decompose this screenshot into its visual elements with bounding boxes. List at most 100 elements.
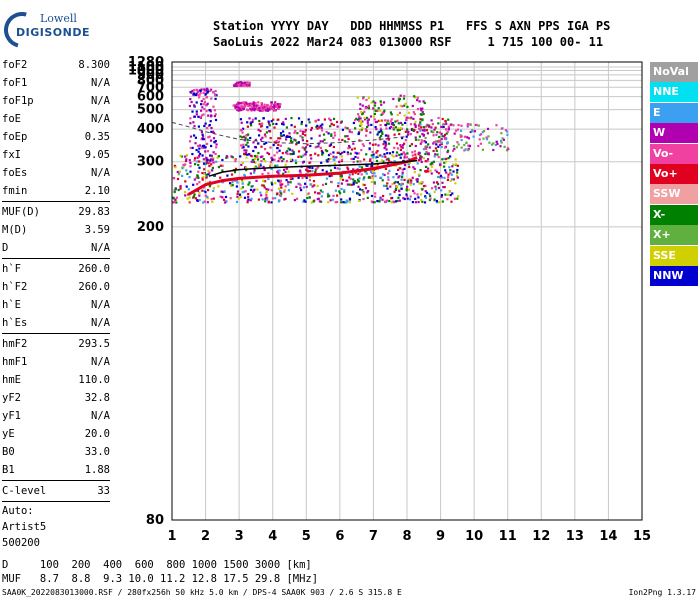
echo-point bbox=[204, 146, 207, 149]
echo-point bbox=[198, 198, 201, 202]
echo-point bbox=[245, 83, 248, 86]
echo-point bbox=[199, 89, 202, 92]
echo-point bbox=[399, 104, 402, 107]
echo-point bbox=[477, 144, 480, 148]
echo-point bbox=[319, 140, 322, 143]
echo-point bbox=[210, 144, 213, 148]
x-tick-label: 10 bbox=[465, 529, 483, 544]
echo-point bbox=[399, 167, 402, 170]
echo-point bbox=[308, 166, 311, 169]
param-value: N/A bbox=[91, 113, 110, 125]
echo-point bbox=[192, 195, 196, 198]
param-name: B0 bbox=[2, 446, 15, 458]
echo-point bbox=[428, 146, 431, 149]
legend-e: E bbox=[650, 102, 698, 123]
echo-point bbox=[466, 123, 469, 126]
echo-point bbox=[398, 183, 401, 186]
echo-point bbox=[261, 155, 264, 158]
echo-point bbox=[200, 146, 203, 149]
echo-point bbox=[179, 154, 182, 157]
echo-point bbox=[287, 183, 290, 186]
echo-point bbox=[281, 160, 284, 163]
echo-point bbox=[193, 125, 196, 128]
legend-sse: SSE bbox=[650, 245, 698, 266]
echo-point bbox=[405, 189, 408, 192]
echo-point bbox=[366, 125, 369, 129]
echo-point bbox=[202, 201, 205, 204]
echo-point bbox=[196, 175, 199, 178]
param-row-md: M(D) 3.59 bbox=[2, 221, 110, 239]
echo-point bbox=[330, 174, 333, 177]
param-name: foE bbox=[2, 113, 21, 125]
echo-point bbox=[401, 137, 404, 140]
echo-point bbox=[407, 133, 410, 136]
echo-point bbox=[435, 149, 438, 152]
echo-point bbox=[371, 150, 374, 153]
echo-point bbox=[456, 164, 459, 167]
echo-point bbox=[261, 122, 264, 125]
echo-point bbox=[326, 150, 329, 153]
echo-point bbox=[270, 181, 273, 184]
echo-point bbox=[328, 175, 331, 178]
echo-point bbox=[214, 94, 217, 97]
echo-point bbox=[380, 113, 383, 116]
echo-point bbox=[300, 155, 303, 158]
echo-point bbox=[304, 153, 307, 156]
echo-point bbox=[374, 126, 377, 129]
echo-point bbox=[292, 151, 295, 154]
echo-point bbox=[363, 176, 366, 179]
echo-point bbox=[257, 142, 260, 145]
echo-point bbox=[346, 200, 349, 203]
echo-point bbox=[454, 163, 458, 166]
echo-point bbox=[252, 149, 255, 153]
echo-point bbox=[325, 170, 328, 173]
echo-point bbox=[222, 190, 225, 194]
echo-point bbox=[454, 182, 457, 185]
echo-point bbox=[386, 152, 389, 155]
echo-point bbox=[393, 146, 396, 149]
echo-point bbox=[412, 117, 415, 120]
echo-point bbox=[191, 89, 194, 92]
echo-point bbox=[420, 160, 423, 163]
echo-point bbox=[216, 156, 219, 159]
echo-point bbox=[289, 158, 292, 161]
x-tick-label: 6 bbox=[335, 529, 344, 544]
echo-point bbox=[231, 181, 234, 184]
echo-point bbox=[181, 167, 184, 170]
echo-point bbox=[366, 121, 369, 124]
echo-point bbox=[242, 105, 245, 108]
echo-point bbox=[234, 105, 237, 108]
echo-point bbox=[400, 187, 403, 190]
echo-point bbox=[482, 137, 485, 140]
echo-point bbox=[424, 125, 428, 128]
echo-point bbox=[256, 107, 259, 110]
echo-point bbox=[282, 130, 285, 133]
echo-point bbox=[441, 158, 444, 161]
x-tick-label: 9 bbox=[436, 529, 445, 544]
echo-point bbox=[202, 138, 205, 141]
echo-point bbox=[354, 171, 357, 174]
echo-point bbox=[352, 161, 355, 164]
echo-point bbox=[310, 128, 313, 132]
echo-point bbox=[267, 120, 270, 123]
echo-point bbox=[343, 189, 346, 192]
echo-point bbox=[356, 96, 359, 99]
echo-point bbox=[440, 146, 443, 149]
echo-point bbox=[403, 94, 406, 98]
echo-point bbox=[377, 119, 380, 122]
echo-point bbox=[397, 99, 401, 102]
echo-point bbox=[385, 148, 388, 151]
echo-point bbox=[338, 160, 341, 163]
echo-point bbox=[203, 89, 206, 92]
echo-point bbox=[408, 161, 411, 164]
x-tick-label: 4 bbox=[268, 529, 277, 544]
echo-point bbox=[370, 194, 374, 198]
echo-point bbox=[432, 142, 435, 145]
echo-point bbox=[241, 161, 244, 164]
echo-point bbox=[271, 107, 274, 110]
echo-point bbox=[362, 144, 365, 147]
echo-point bbox=[265, 141, 268, 144]
echo-point bbox=[254, 146, 257, 149]
echo-point bbox=[404, 153, 407, 156]
echo-point bbox=[238, 193, 242, 196]
